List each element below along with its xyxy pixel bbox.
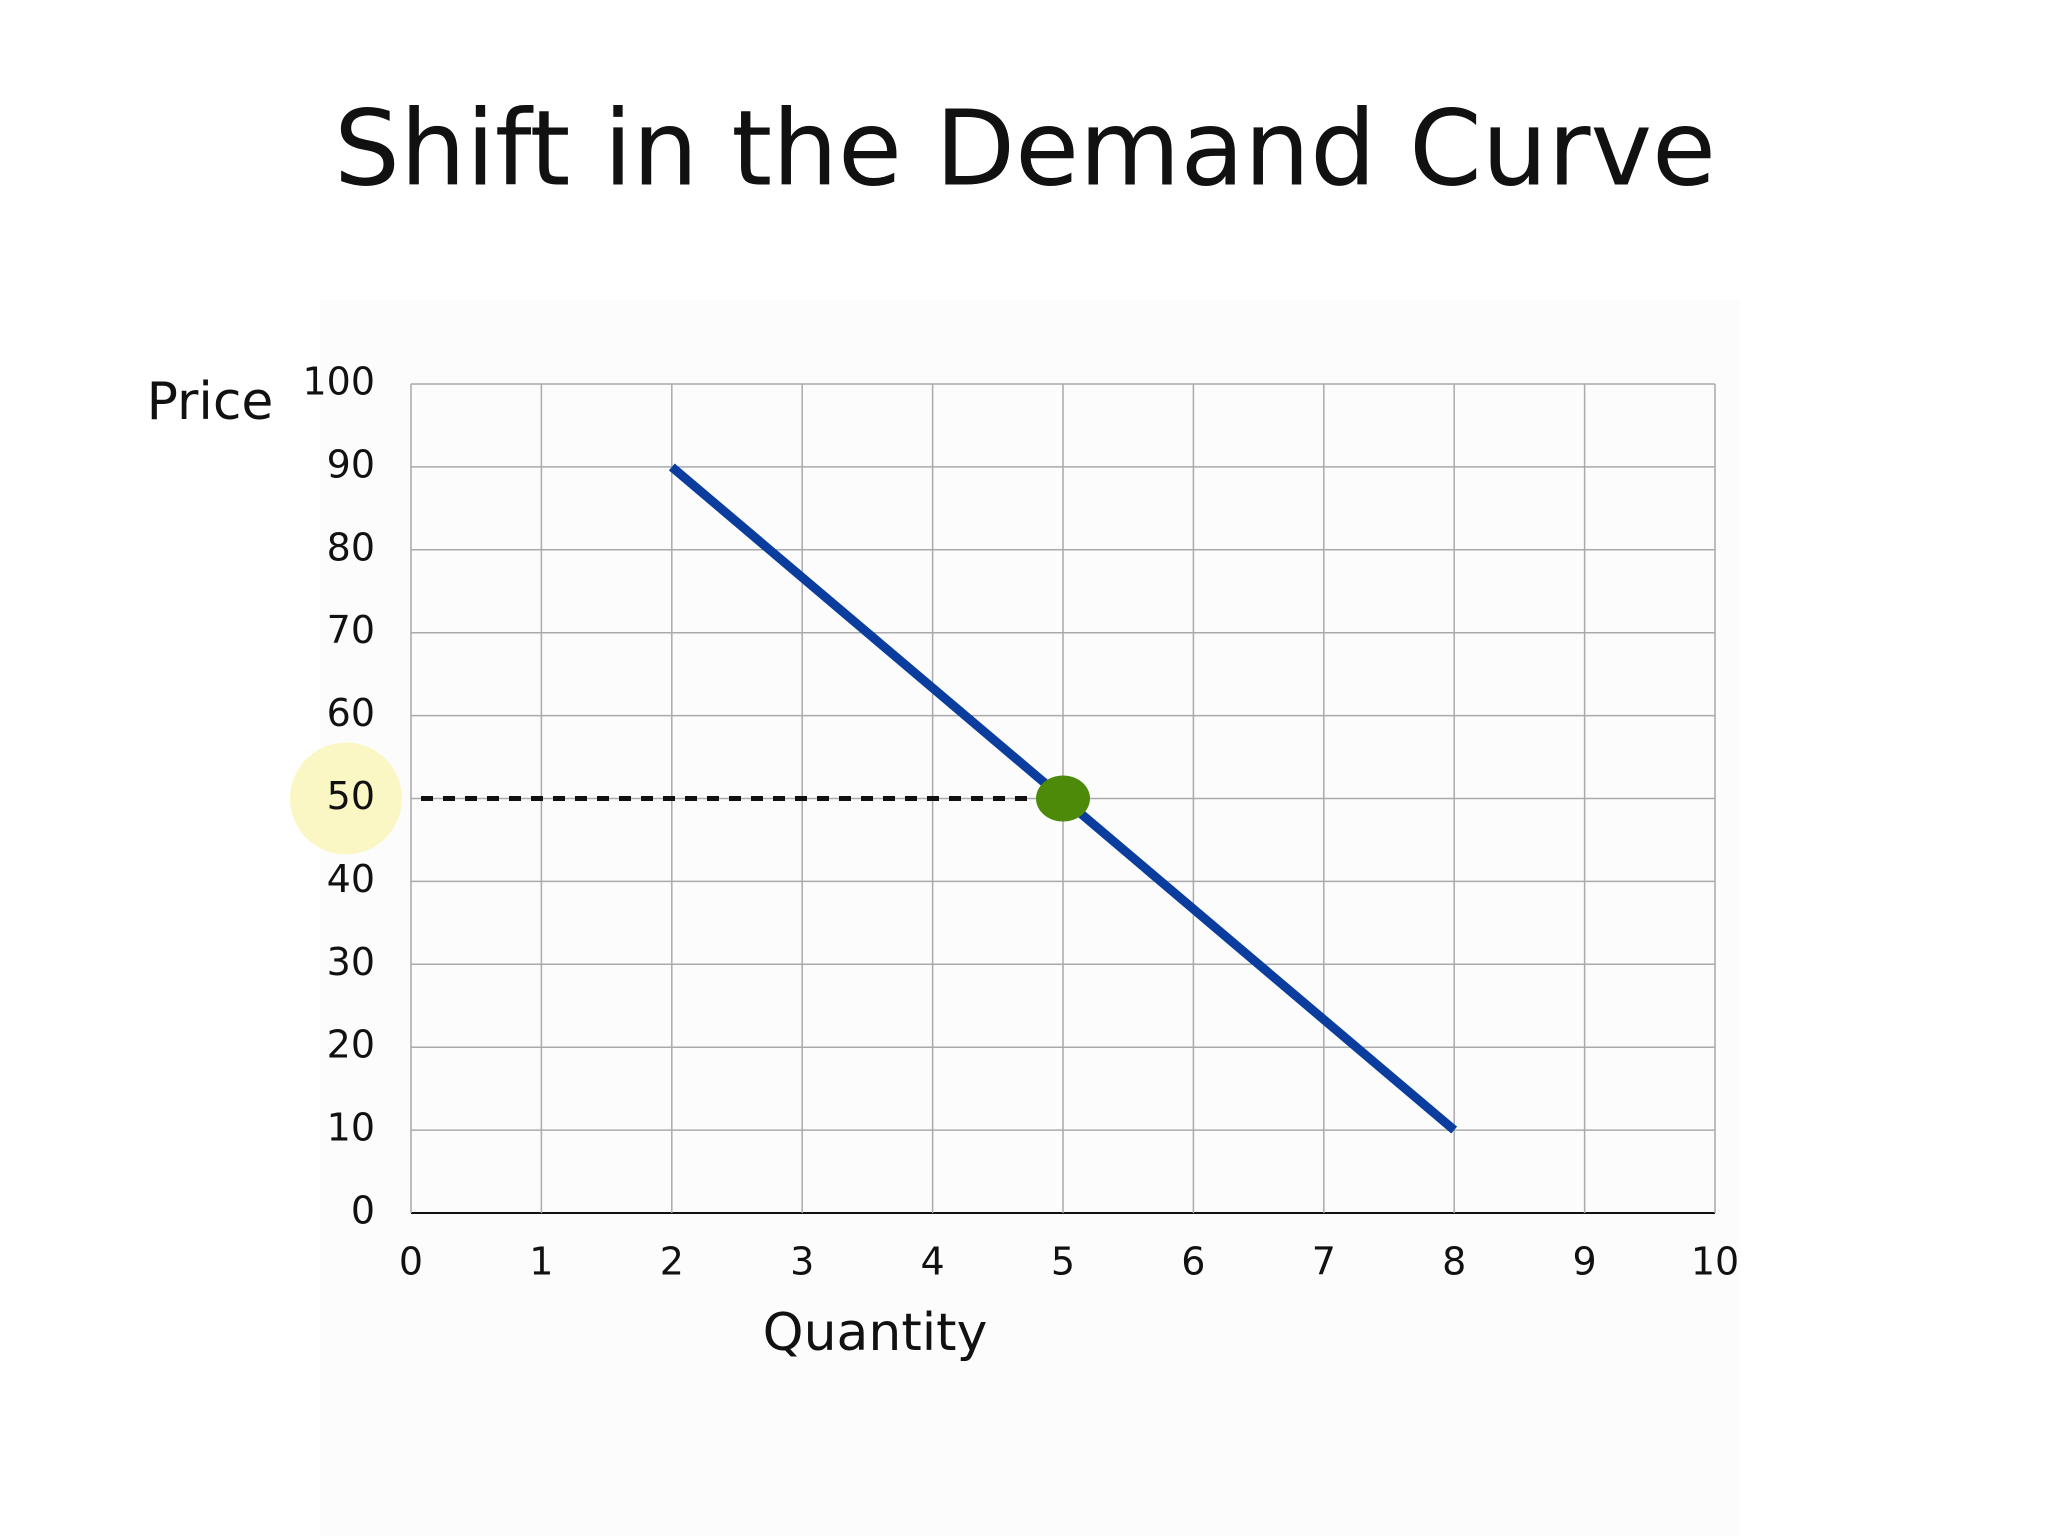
tick-highlight [290,742,402,855]
x-tick-label: 7 [1312,1240,1336,1284]
y-tick-label: 100 [302,360,375,404]
y-tick-label: 80 [327,525,375,569]
x-tick-label: 2 [660,1240,684,1284]
y-tick-label: 50 [327,774,375,818]
y-tick-label: 20 [327,1023,375,1067]
x-tick-label: 1 [529,1240,553,1284]
x-tick-label: 5 [1051,1240,1075,1284]
y-tick-label: 40 [327,857,375,901]
x-axis-label: Quantity [763,1303,988,1363]
point [1036,775,1090,822]
y-tick-label: 0 [351,1189,375,1233]
y-axis-label: Price [147,372,274,432]
x-tick-label: 0 [399,1240,423,1284]
y-tick-label: 60 [327,691,375,735]
slide-panel [320,300,1740,1536]
x-tick-label: 4 [921,1240,945,1284]
x-tick-label: 10 [1691,1240,1739,1284]
x-tick-label: 8 [1442,1240,1466,1284]
y-tick-label: 70 [327,608,375,652]
y-tick-label: 90 [327,442,375,486]
chart-title: Shift in the Demand Curve [334,87,1716,209]
y-tick-label: 30 [327,940,375,984]
x-tick-label: 9 [1573,1240,1597,1284]
x-tick-label: 3 [790,1240,814,1284]
x-tick-label: 6 [1181,1240,1205,1284]
y-tick-label: 10 [327,1106,375,1150]
